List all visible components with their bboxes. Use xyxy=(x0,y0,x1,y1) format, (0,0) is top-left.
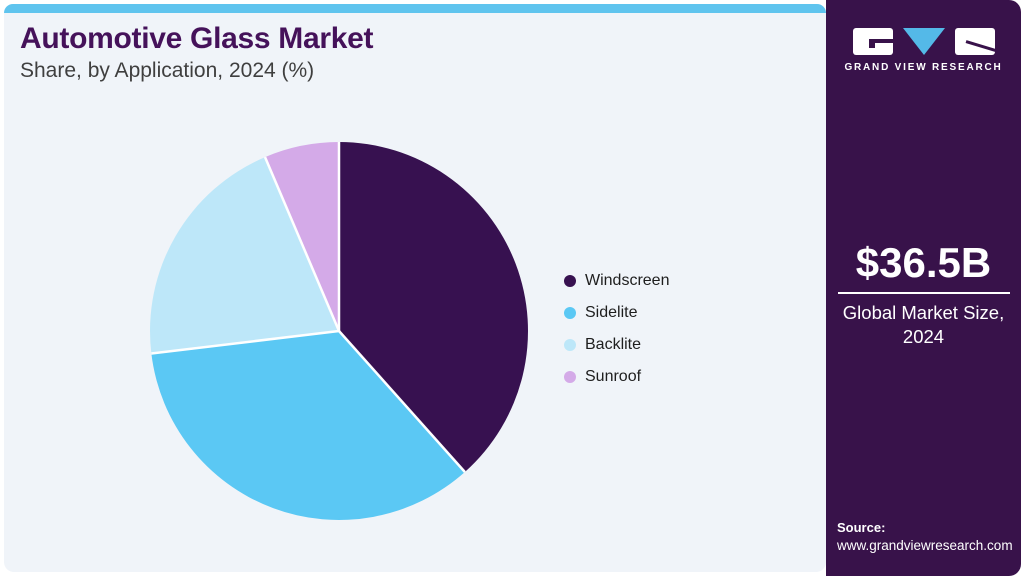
logo-v-icon xyxy=(902,28,945,55)
page-title: Automotive Glass Market xyxy=(20,22,374,55)
gvr-logo: GRAND VIEW RESEARCH xyxy=(826,28,1021,73)
slice-separator xyxy=(151,329,340,355)
legend-label: Windscreen xyxy=(585,272,670,289)
source-block: Source: www.grandviewresearch.com xyxy=(837,519,1013,556)
pie-slice-windscreen xyxy=(339,142,529,472)
source-label: Source: xyxy=(837,520,886,535)
chart-legend: Windscreen Sidelite Backlite Sunroof xyxy=(564,270,669,398)
slice-separator xyxy=(263,156,341,332)
market-size-value: $36.5B xyxy=(855,239,992,286)
legend-label: Sunroof xyxy=(585,368,642,385)
legend-swatch-icon xyxy=(564,371,576,383)
sidebar: GRAND VIEW RESEARCH $36.5B Global Market… xyxy=(826,0,1021,576)
chart-panel: Automotive Glass Market Share, by Applic… xyxy=(4,4,826,572)
market-size-label: Global Market Size, 2024 xyxy=(842,302,1005,347)
legend-label: Sidelite xyxy=(585,304,638,321)
source-url[interactable]: www.grandviewresearch.com xyxy=(837,538,1013,553)
page-subtitle: Share, by Application, 2024 (%) xyxy=(20,59,315,82)
gvr-logo-icons xyxy=(852,28,995,55)
legend-swatch-icon xyxy=(564,339,576,351)
pie-slice-sidelite xyxy=(151,331,465,520)
legend-item-backlite: Backlite xyxy=(564,334,669,356)
top-accent-strip xyxy=(4,4,826,13)
legend-item-sunroof: Sunroof xyxy=(564,366,669,388)
pie-slice-sunroof xyxy=(265,142,339,331)
logo-wordmark: GRAND VIEW RESEARCH xyxy=(844,62,1003,73)
slice-separator xyxy=(338,330,466,473)
pie-slice-backlite xyxy=(150,157,339,354)
legend-item-sidelite: Sidelite xyxy=(564,302,669,324)
divider-line xyxy=(837,292,1010,294)
legend-swatch-icon xyxy=(564,275,576,287)
market-size-block: $36.5B Global Market Size, 2024 xyxy=(826,240,1021,349)
legend-swatch-icon xyxy=(564,307,576,319)
logo-r-icon xyxy=(954,28,995,55)
pie-chart xyxy=(150,142,529,520)
legend-item-windscreen: Windscreen xyxy=(564,270,669,292)
legend-label: Backlite xyxy=(585,336,642,353)
logo-g-icon xyxy=(852,28,893,55)
